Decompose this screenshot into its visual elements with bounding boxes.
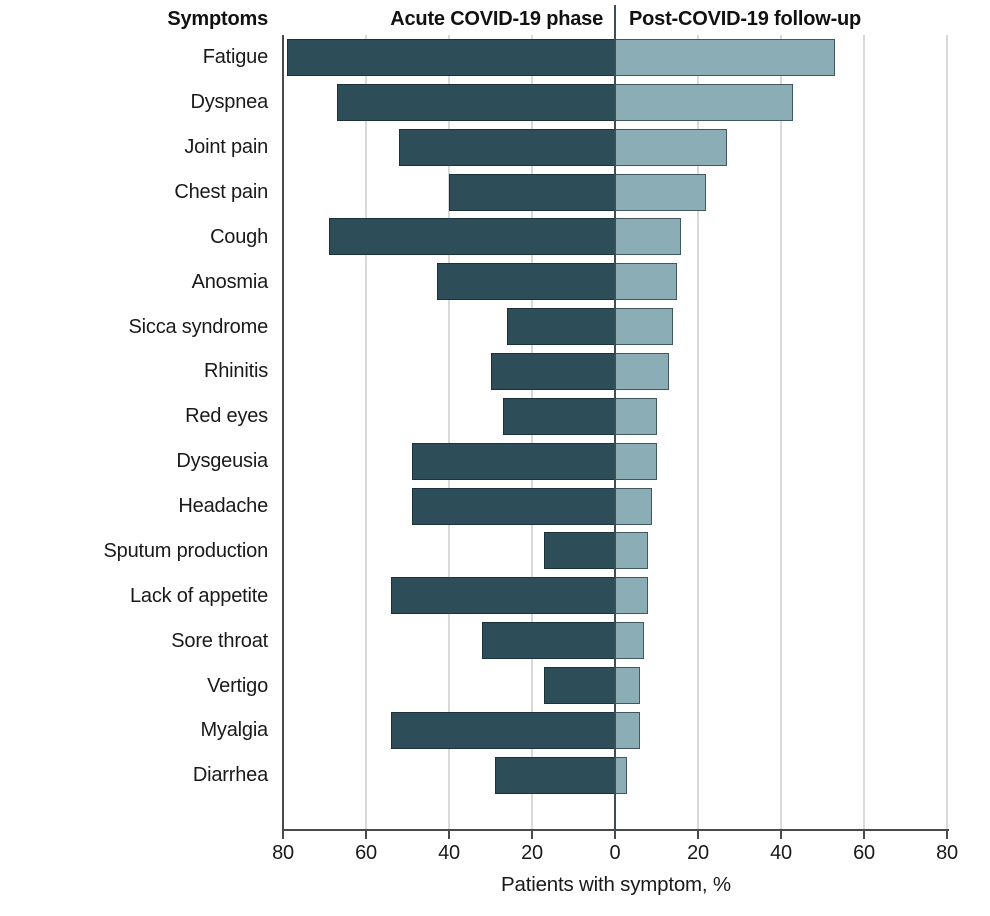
acute-bar [390,711,615,749]
plot-area [282,35,948,830]
x-axis-tick [614,831,616,839]
symptom-label: Headache [178,495,268,518]
gridline-left-40 [448,35,450,830]
followup-bar [615,622,645,660]
followup-bar [615,83,794,121]
x-axis-tick [448,831,450,839]
followup-bar [615,487,653,525]
acute-bar [328,218,615,256]
acute-bar [482,622,615,660]
symptom-label: Lack of appetite [129,584,268,607]
followup-bar [615,352,669,390]
followup-bar [615,532,649,570]
followup-bar [615,308,674,346]
acute-bar [544,667,615,705]
symptom-label: Vertigo [207,674,268,697]
x-axis-tick [863,831,865,839]
acute-bar [502,397,615,435]
followup-bar [615,667,640,705]
x-axis-tick-label: 0 [609,842,621,864]
symptom-label: Diarrhea [192,764,268,787]
followup-bar [615,756,628,794]
symptom-label: Sputum production [103,539,269,562]
followup-bar [615,128,728,166]
x-axis-tick-label: 40 [438,842,460,864]
symptom-label: Joint pain [184,136,268,159]
acute-bar [490,352,615,390]
symptom-label: Dyspnea [190,91,268,114]
x-axis-title: Patients with symptom, % [501,873,731,896]
acute-bar [507,308,615,346]
x-axis-tick [531,831,533,839]
gridline-left-60 [365,35,367,830]
symptom-label: Chest pain [174,181,268,204]
x-axis-tick-label: 20 [521,842,543,864]
followup-bar [615,397,657,435]
left-axis-line [282,35,284,831]
x-axis-line [283,829,949,831]
followup-bar [615,442,657,480]
x-axis-tick-label: 80 [272,842,294,864]
symptom-label: Fatigue [202,46,269,69]
acute-bar [449,173,615,211]
symptom-label: Anosmia [191,270,269,293]
acute-bar [544,532,615,570]
gridline-right-80 [946,35,948,830]
x-axis-tick [365,831,367,839]
x-axis-tick-label: 60 [853,842,875,864]
symptom-label: Sore throat [171,629,268,652]
acute-bar [436,263,615,301]
followup-bar [615,218,682,256]
symptom-label: Sicca syndrome [128,315,269,338]
followup-bar [615,173,707,211]
symptom-label: Myalgia [200,719,268,742]
x-axis-tick-label: 40 [770,842,792,864]
acute-bar [399,128,615,166]
x-axis-tick [946,831,948,839]
x-axis-tick [697,831,699,839]
followup-bar [615,263,678,301]
gridline-right-40 [780,35,782,830]
acute-bar [287,38,615,76]
acute-bar [494,756,615,794]
acute-bar [411,487,615,525]
followup-bar [615,38,835,76]
x-axis-tick-label: 80 [936,842,958,864]
followup-bar [615,577,649,615]
gridline-right-20 [697,35,699,830]
acute-bar [336,83,615,121]
acute-bar [390,577,615,615]
acute-phase-header: Acute COVID-19 phase [390,8,603,30]
post-covid-followup-header: Post-COVID-19 follow-up [629,8,862,30]
zero-baseline-divider [614,5,616,831]
x-axis-tick [282,831,284,839]
x-axis-tick-label: 20 [687,842,709,864]
symptoms-column-header: Symptoms [167,8,268,30]
symptom-label: Dysgeusia [176,450,268,473]
gridline-right-60 [863,35,865,830]
x-axis-tick [780,831,782,839]
symptom-label: Rhinitis [204,360,268,383]
followup-bar [615,711,640,749]
acute-bar [411,442,615,480]
symptom-label: Red eyes [185,405,268,428]
symptom-labels-column: Fatigue Dyspnea Joint pain Chest pain Cough A… [0,35,269,830]
symptom-label: Cough [210,225,268,248]
x-axis-tick-label: 60 [355,842,377,864]
